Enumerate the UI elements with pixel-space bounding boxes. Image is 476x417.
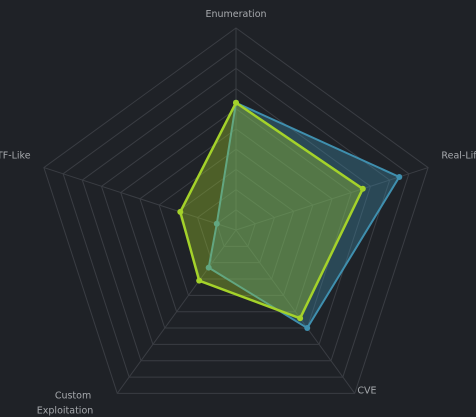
series-point (177, 208, 184, 215)
series-point (396, 173, 403, 180)
axis-spoke (43, 167, 237, 231)
grid-ring (216, 209, 256, 247)
series-point (213, 220, 220, 227)
category-label-line: Exploitation (37, 406, 94, 417)
series-area (178, 100, 365, 320)
category-label: Custom Exploitation (37, 391, 94, 417)
series-area (207, 101, 401, 330)
series-point (205, 264, 212, 271)
grid-ring (100, 87, 372, 345)
series-point (297, 315, 304, 322)
grid-ring (120, 108, 352, 329)
category-label-line: Custom (55, 391, 91, 402)
axis-spoke (235, 167, 429, 231)
grid-ring (177, 168, 295, 280)
grid-ring (62, 47, 410, 378)
grid-ring (139, 128, 333, 313)
grid-ring (43, 27, 429, 394)
category-label: CVE (357, 386, 376, 397)
series-point (304, 325, 311, 332)
axis-spoke (235, 229, 356, 394)
series-point (196, 277, 203, 284)
axis-spoke (116, 229, 237, 394)
series-point (233, 99, 239, 106)
category-label: Enumeration (205, 9, 266, 20)
grid-ring (196, 188, 276, 264)
category-label: Real-Life (441, 150, 476, 161)
series-point (359, 185, 366, 192)
category-label: CTF-Like (0, 150, 31, 161)
